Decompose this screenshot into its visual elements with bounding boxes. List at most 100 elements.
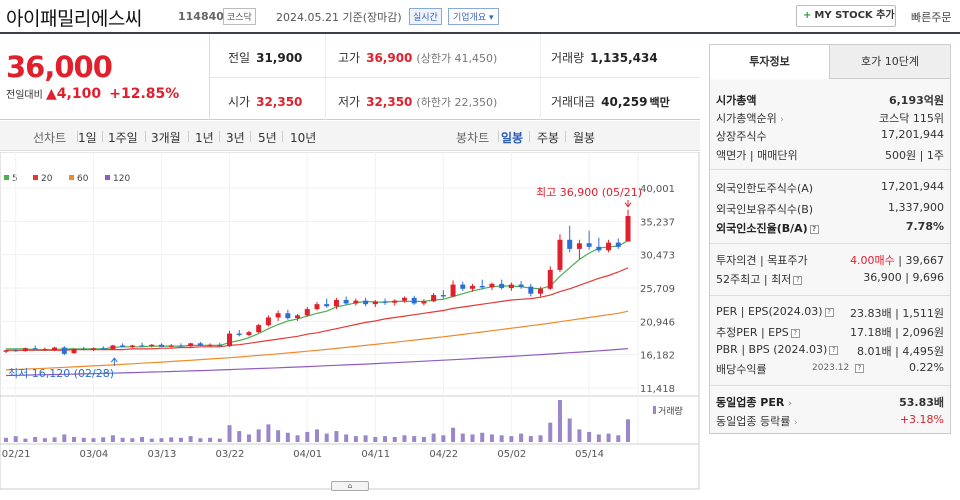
- volume-bar: [412, 436, 417, 442]
- quick-order-link[interactable]: 빠른주문: [911, 11, 952, 24]
- volume-bar: [33, 436, 38, 442]
- y-tick-label: 16,182: [640, 351, 675, 362]
- stock-chart: 40,001 35,237 30,473 25,709 20,946 16,182 11,4…: [0, 152, 700, 490]
- chevron-down-icon: ▾: [489, 13, 494, 23]
- add-mystock-button[interactable]: + MY STOCK 추가: [796, 5, 896, 27]
- candle-body: [479, 285, 485, 288]
- volume-bar: [441, 435, 446, 442]
- info-icon[interactable]: ?: [824, 307, 834, 317]
- high-label: 고가: [338, 51, 361, 65]
- market-cap-value: 6,193억원: [888, 94, 944, 107]
- candle-body: [120, 345, 126, 347]
- header-divider: [0, 32, 960, 34]
- candle-body: [188, 343, 194, 347]
- period-1y[interactable]: 1년: [195, 131, 214, 145]
- week52-low-value: 9,696: [912, 271, 945, 284]
- period-divider: [219, 131, 220, 142]
- candle-body: [71, 348, 77, 354]
- candle-body: [382, 301, 388, 303]
- volume-bar: [315, 429, 319, 442]
- volume-bar: [421, 436, 426, 442]
- candle-body: [353, 300, 359, 304]
- par-labels: 액면가 | 매매단위: [716, 149, 798, 162]
- candle-body: [372, 301, 378, 305]
- industry-per-label-text: 동일업종 PER: [716, 396, 785, 409]
- summary-divider: [209, 34, 210, 120]
- volume-bar: [266, 424, 271, 442]
- panel-tabs: 투자정보 호가 10단계: [710, 45, 950, 79]
- pbr-label: PBR: [716, 343, 738, 356]
- candle-daily[interactable]: 일봉: [501, 131, 524, 145]
- est-per-values: 17.18배 | 2,096원: [850, 326, 944, 339]
- week52-labels: 52주최고 | 최저?: [716, 271, 803, 287]
- volume-bar: [23, 438, 28, 442]
- volume-bar: [295, 435, 300, 442]
- cap-rank-label-text: 시가총액순위: [716, 112, 777, 125]
- candle-body: [100, 348, 106, 350]
- candle-body: [159, 344, 164, 347]
- info-icon[interactable]: ?: [793, 275, 803, 285]
- volume: 거래량 1,135,434: [551, 49, 658, 66]
- info-icon[interactable]: ?: [855, 364, 864, 373]
- tab-investment-info[interactable]: 투자정보: [710, 45, 830, 79]
- volume-bar: [285, 432, 290, 442]
- legend-swatch: [4, 175, 9, 180]
- chevron-right-icon: ›: [793, 418, 798, 428]
- pbr-row: PBR | BPS (2024.03)? 8.01배 | 4,495원: [716, 342, 944, 360]
- period-1d[interactable]: 1일: [78, 131, 97, 145]
- candle-body: [343, 299, 349, 304]
- prev-close: 전일 31,900: [228, 49, 302, 66]
- week52-row: 52주최고 | 최저? 36,900 | 9,696: [716, 270, 944, 288]
- candle-body: [557, 239, 563, 270]
- info-icon[interactable]: ?: [829, 345, 839, 355]
- volume-bar: [548, 422, 553, 442]
- y-tick-label: 25,709: [640, 284, 675, 295]
- realtime-button[interactable]: 실시간: [409, 8, 442, 25]
- period-3y[interactable]: 3년: [226, 131, 245, 145]
- candle-body: [217, 344, 223, 347]
- cap-rank-label[interactable]: 시가총액순위 ›: [716, 110, 784, 126]
- change-label: 전일대비: [6, 90, 43, 101]
- reference-date: 2024.05.21 기준(장마감): [276, 11, 402, 24]
- bps-value: 4,495원: [902, 345, 944, 358]
- volume-bar: [353, 436, 358, 442]
- high-value: 36,900: [366, 51, 413, 65]
- period-5y[interactable]: 5년: [258, 131, 277, 145]
- opinion-labels: 투자의견 | 목표주가: [716, 254, 808, 267]
- low-annotation: 최저 16,120 (02/28): [8, 367, 114, 380]
- volume-bar: [149, 438, 154, 442]
- volume-bar: [557, 400, 562, 442]
- period-3m[interactable]: 3개월: [151, 131, 181, 145]
- info-icon[interactable]: ?: [790, 328, 800, 338]
- candle-weekly[interactable]: 주봉: [537, 131, 560, 145]
- candle-body: [333, 299, 339, 307]
- chart-scroll-handle[interactable]: ⌂: [331, 481, 369, 491]
- period-divider: [529, 131, 530, 142]
- volume-bar: [334, 431, 339, 442]
- tab-orderbook[interactable]: 호가 10단계: [830, 45, 950, 79]
- company-info-dropdown[interactable]: 기업개요 ▾: [448, 8, 499, 25]
- chart-period-bar: 선차트 1일 1주일 3개월 1년 3년 5년 10년 봉차트 일봉 주봉 월봉: [0, 121, 700, 151]
- candle-body: [42, 348, 48, 350]
- volume-bar: [208, 437, 213, 442]
- ma20-line: [6, 267, 629, 351]
- volume-bar: [227, 425, 232, 442]
- period-divider: [282, 131, 283, 142]
- info-icon[interactable]: ?: [809, 224, 819, 234]
- candle-body: [207, 344, 213, 346]
- ma5-line: [6, 239, 629, 351]
- period-1w[interactable]: 1주일: [108, 131, 138, 145]
- period-10y[interactable]: 10년: [290, 131, 317, 145]
- x-tick-label: 04/22: [429, 449, 458, 460]
- line-chart-label: 선차트: [33, 131, 67, 145]
- candle-body: [392, 300, 398, 303]
- candlestick-chart-svg: 40,001 35,237 30,473 25,709 20,946 16,182 11,4…: [0, 152, 700, 490]
- lower-limit: (하한가 22,350): [416, 96, 498, 109]
- candle-monthly[interactable]: 월봉: [573, 131, 596, 145]
- candle-body: [625, 215, 631, 242]
- industry-chg-row: 동일업종 등락률 › +3.18%: [716, 412, 944, 430]
- candle-body: [363, 300, 369, 305]
- volume-bar: [606, 433, 611, 442]
- candle-body: [411, 297, 417, 304]
- candle-body: [586, 243, 592, 247]
